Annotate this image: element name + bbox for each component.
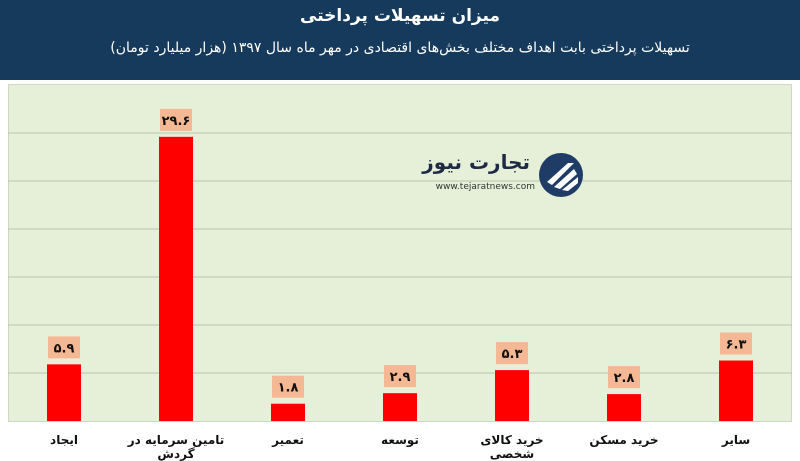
bar bbox=[159, 136, 193, 421]
watermark-logo: تجارت نیوز www.tejaratnews.com bbox=[410, 146, 590, 202]
chart-subtitle: تسهیلات پرداختی بابت اهداف مختلف بخش‌های… bbox=[110, 40, 690, 56]
chart-header: میزان تسهیلات پرداختی تسهیلات پرداختی با… bbox=[0, 0, 800, 80]
bar bbox=[607, 394, 641, 421]
bar bbox=[47, 364, 81, 421]
data-label: ۶.۳ bbox=[726, 338, 747, 353]
bar bbox=[495, 370, 529, 421]
data-label: ۵.۹ bbox=[54, 341, 75, 356]
logo-name: تجارت نیوز bbox=[422, 150, 530, 174]
category-label: ایجاد bbox=[50, 433, 78, 447]
category-label: تعمیر bbox=[272, 433, 304, 447]
data-label-box bbox=[720, 332, 752, 355]
data-label-box bbox=[272, 375, 304, 398]
chart-title: میزان تسهیلات پرداختی bbox=[300, 6, 500, 26]
bar bbox=[271, 403, 305, 421]
category-label: توسعه bbox=[381, 433, 419, 447]
bar bbox=[719, 360, 753, 421]
data-label: ۲.۸ bbox=[614, 371, 635, 386]
data-label: ۲.۹ bbox=[390, 370, 411, 385]
data-label-box bbox=[608, 366, 640, 389]
logo-url: www.tejaratnews.com bbox=[435, 182, 535, 192]
data-label: ۱.۸ bbox=[278, 381, 299, 396]
category-label: خرید کالای شخصی bbox=[480, 433, 544, 461]
data-label-box bbox=[384, 365, 416, 388]
category-label: سایر bbox=[721, 433, 751, 447]
bar bbox=[383, 393, 417, 421]
data-label-box bbox=[48, 336, 80, 359]
data-label: ۲۹.۶ bbox=[162, 114, 191, 129]
tejaratnews-logo-icon bbox=[539, 153, 583, 197]
category-label: تامین سرمایه در گردش bbox=[127, 433, 225, 461]
category-label: خرید مسکن bbox=[589, 433, 659, 447]
data-label-box bbox=[160, 108, 192, 131]
data-label-box bbox=[496, 342, 528, 365]
data-label: ۵.۳ bbox=[502, 347, 523, 362]
